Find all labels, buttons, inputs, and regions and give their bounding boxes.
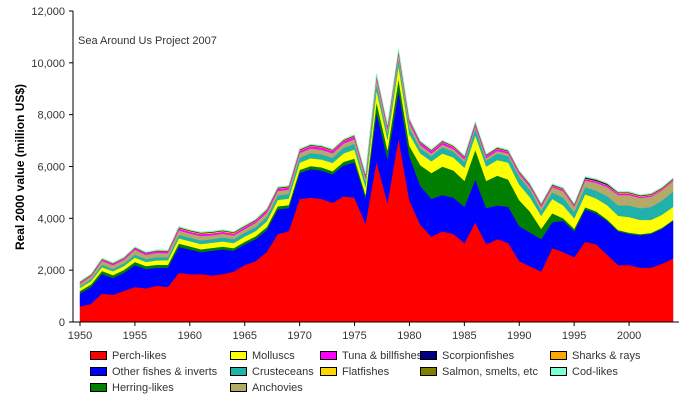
legend-swatch: [230, 367, 247, 376]
legend-label: Molluscs: [252, 349, 295, 362]
legend-item-flatfishes: Flatfishes: [320, 364, 389, 379]
y-tick-label: 0: [59, 317, 65, 329]
y-tick-label: 4,000: [37, 213, 65, 225]
x-tick-label: 1980: [397, 330, 421, 342]
source-annotation: Sea Around Us Project 2007: [78, 35, 217, 47]
x-tick-label: 1970: [287, 330, 311, 342]
legend-swatch: [320, 367, 337, 376]
legend-swatch: [90, 367, 107, 376]
legend-item-tuna-billfishes: Tuna & billfishes: [320, 348, 422, 363]
legend-item-perch-likes: Perch-likes: [90, 348, 166, 363]
y-axis-title: Real 2000 value (million US$): [13, 84, 27, 250]
legend-swatch: [230, 383, 247, 392]
x-tick-label: 2000: [617, 330, 641, 342]
x-axis-ticks: 1950 1955 1960 1965 1970 1975 1980 1985 1990 1995…: [68, 322, 641, 342]
x-tick-label: 1960: [178, 330, 202, 342]
legend-swatch: [420, 351, 437, 360]
legend-item-herring-likes: Herring-likes: [90, 380, 174, 395]
legend-label: Herring-likes: [112, 381, 174, 394]
legend-label: Salmon, smelts, etc: [442, 365, 538, 378]
legend-swatch: [320, 351, 337, 360]
legend-label: Flatfishes: [342, 365, 390, 378]
legend-swatch: [90, 351, 107, 360]
legend-item-sharks-rays: Sharks & rays: [550, 348, 640, 363]
legend-item-salmon-smelts-etc: Salmon, smelts, etc: [420, 364, 538, 379]
legend-swatch: [230, 351, 247, 360]
legend-item-anchovies: Anchovies: [230, 380, 303, 395]
y-tick-label: 8,000: [37, 110, 65, 122]
x-tick-label: 1990: [507, 330, 531, 342]
area-cod-likes: [79, 48, 674, 283]
x-tick-label: 1965: [232, 330, 256, 342]
legend-item-crusteceans: Crusteceans: [230, 364, 314, 379]
area-layers: [79, 48, 674, 323]
legend-label: Scorpionfishes: [442, 349, 515, 362]
legend-label: Sharks & rays: [572, 349, 641, 362]
legend-label: Tuna & billfishes: [342, 349, 423, 362]
y-tick-label: 6,000: [37, 162, 65, 174]
x-tick-label: 1955: [123, 330, 147, 342]
legend-label: Crusteceans: [252, 365, 314, 378]
y-tick-label: 12,000: [31, 6, 65, 18]
x-tick-label: 1985: [452, 330, 476, 342]
legend-swatch: [550, 351, 567, 360]
y-axis-ticks: 0 2,000 4,000 6,000 8,000 10,000 12,000: [31, 6, 73, 329]
legend-item-scorpionfishes: Scorpionfishes: [420, 348, 514, 363]
legend-item-other-fishes-inverts: Other fishes & inverts: [90, 364, 217, 379]
legend-swatch: [420, 367, 437, 376]
legend-swatch: [90, 383, 107, 392]
x-tick-label: 1995: [562, 330, 586, 342]
legend-label: Other fishes & inverts: [112, 365, 218, 378]
legend-item-cod-likes: Cod-likes: [550, 364, 618, 379]
x-tick-label: 1975: [342, 330, 366, 342]
legend-swatch: [550, 367, 567, 376]
legend-label: Anchovies: [252, 381, 303, 394]
y-tick-label: 2,000: [37, 265, 65, 277]
legend-item-molluscs: Molluscs: [230, 348, 295, 363]
y-tick-label: 10,000: [31, 58, 65, 70]
x-tick-label: 1950: [68, 330, 92, 342]
legend-label: Cod-likes: [572, 365, 618, 378]
legend-label: Perch-likes: [112, 349, 167, 362]
